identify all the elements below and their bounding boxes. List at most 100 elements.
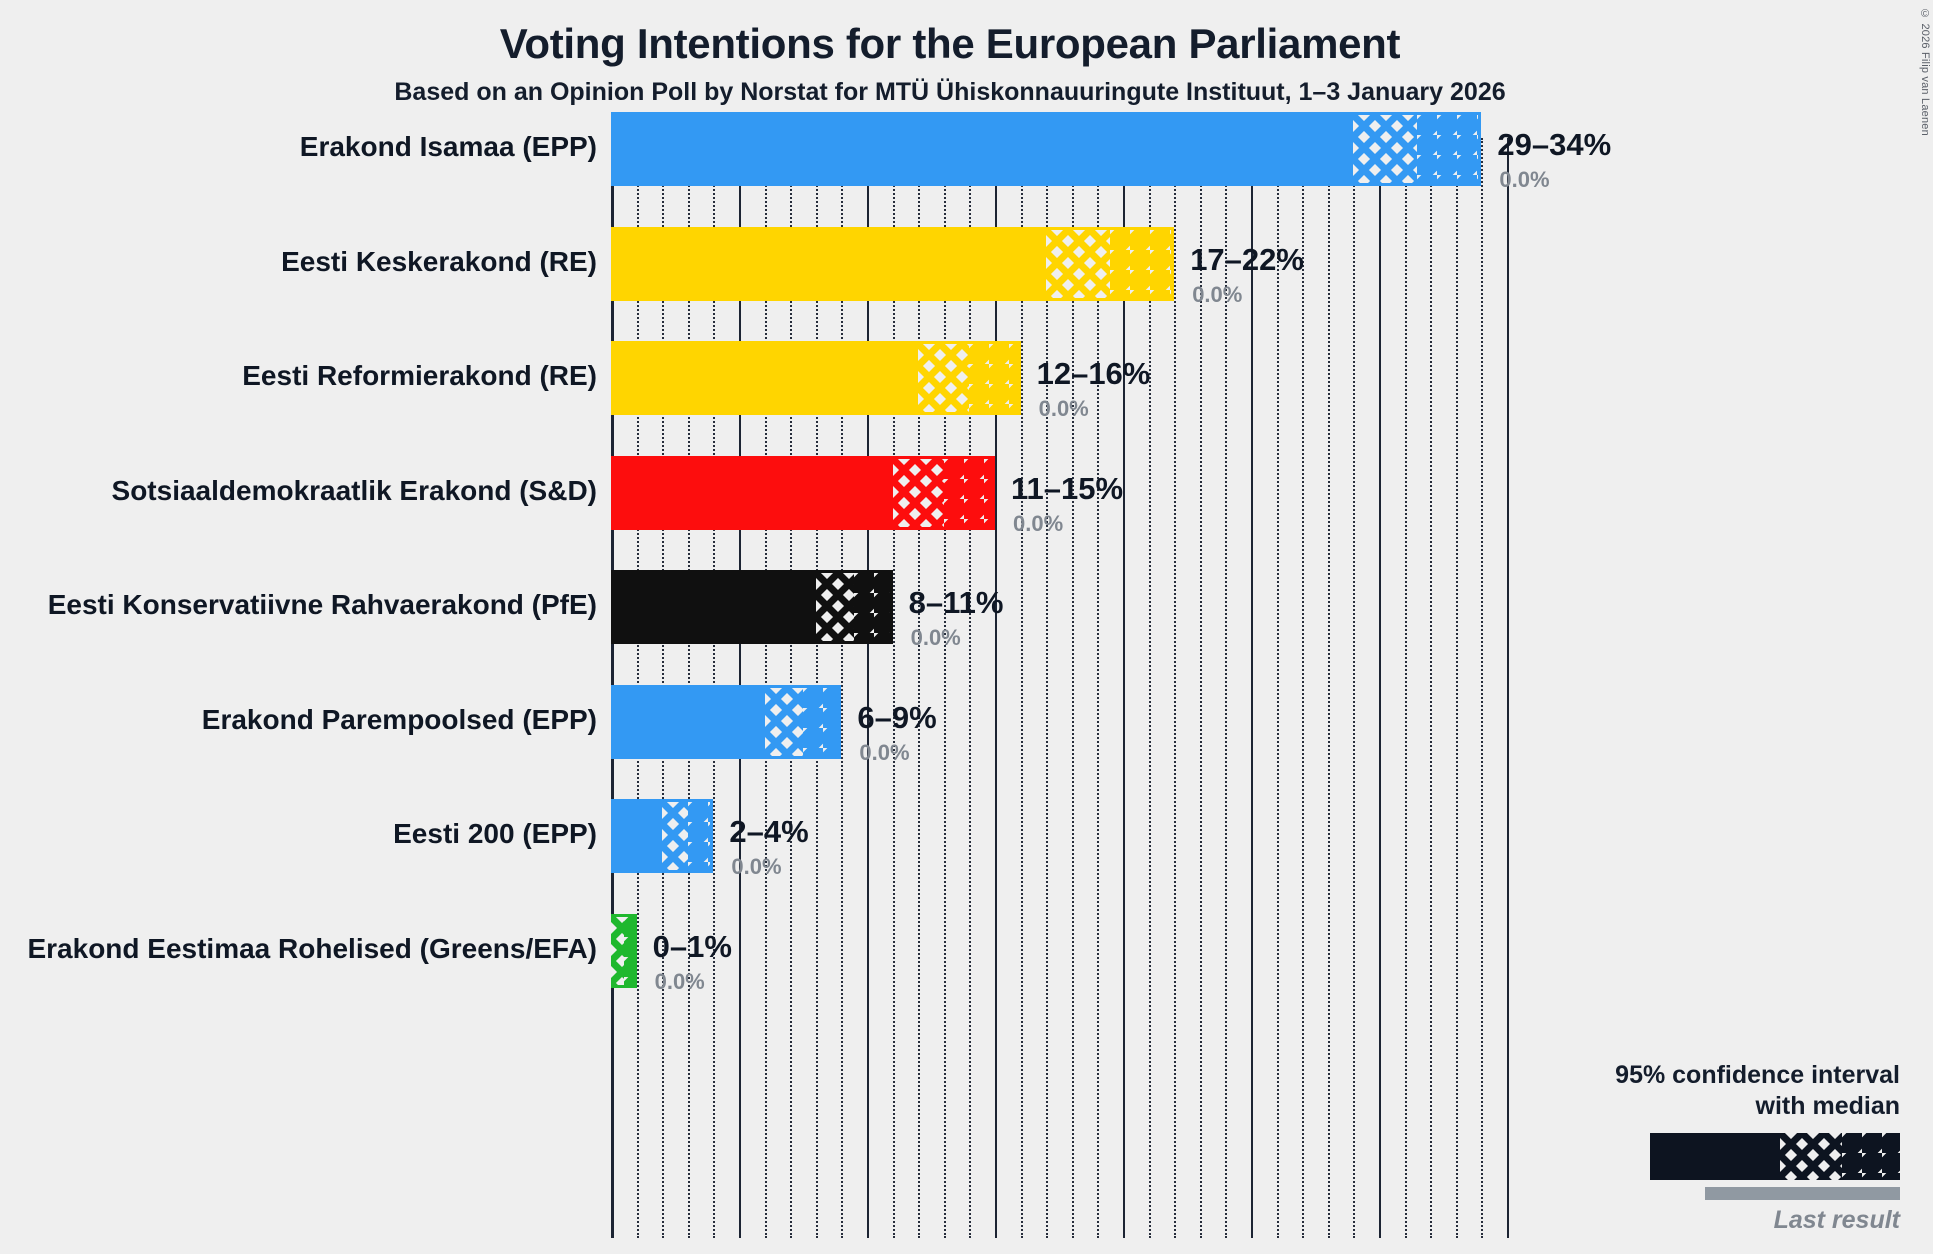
chart-bar[interactable] [611,684,842,759]
chart-bar-row: Eesti 200 (EPP) 2–4% 0.0% [0,799,1933,879]
bar-ci-upper-segment [687,799,714,873]
bar-solid-segment [611,341,919,415]
chart-bar[interactable] [611,455,995,530]
bar-last-result-label: 0.0% [910,625,961,650]
gridline-minor [1353,138,1356,1238]
legend-last-result-label: Last result [1773,1206,1900,1234]
bar-solid-segment [611,112,1354,186]
bar-category-label: Eesti Konservatiivne Rahvaerakond (PfE) [47,589,597,620]
bar-solid-segment [611,226,1047,301]
gridline-minor [1225,138,1228,1238]
bar-last-result-label: 0.0% [1499,167,1550,192]
bar-ci-upper-segment [943,455,995,530]
bar-ci-upper-segment [1417,112,1482,186]
bar-category-label: Eesti Keskerakond (RE) [281,245,597,277]
bar-last-result-label: 0.0% [859,739,910,765]
chart-bar[interactable] [611,226,1175,301]
bar-ci-lower-segment [1046,226,1111,301]
gridline-minor [1148,138,1151,1238]
bar-value-label: 11–15% [1011,470,1124,506]
bar-ci-lower-segment [1353,112,1418,186]
bar-solid-segment [611,455,893,530]
bar-ci-upper-segment [969,341,1021,415]
legend-title-line2: with median [1755,1091,1900,1120]
gridline-minor [1174,138,1177,1238]
bar-ci-upper-segment [1110,226,1175,301]
gridline-minor [943,138,946,1238]
bar-ci-upper-segment [854,570,893,644]
chart-bar[interactable] [611,112,1482,186]
bar-ci-lower-segment [815,570,855,644]
gridline-minor [1046,138,1049,1238]
gridline-minor [1020,138,1023,1238]
bar-ci-lower-segment [892,455,944,530]
gridline-major [995,138,997,1238]
bar-last-result-label: 0.0% [731,854,782,879]
legend-diagonal-segment [1842,1133,1900,1180]
chart-bar-row: Eesti Keskerakond (RE) 17–22% 0.0% [0,226,1933,307]
chart-bar-row: Eesti Konservatiivne Rahvaerakond (PfE) 8… [0,570,1933,650]
bar-value-label: 29–34% [1497,127,1612,162]
bar-ci-upper-segment [803,684,842,759]
chart-bar[interactable] [611,570,893,644]
bar-value-label: 17–22% [1190,241,1304,277]
gridline-minor [1404,138,1407,1238]
bar-value-label: 0–1% [652,928,732,964]
chart-bar[interactable] [611,799,714,873]
gridline-minor [918,138,921,1238]
gridline-major [1123,138,1125,1238]
gridline-minor [1276,138,1279,1238]
gridline-major [1251,138,1253,1238]
bar-solid-segment [611,570,816,644]
chart-bar[interactable] [611,341,1021,415]
bar-solid-segment [611,799,663,873]
gridline-minor [1302,138,1305,1238]
gridline-minor [1097,138,1100,1238]
legend-ci-swatch [1650,1133,1900,1180]
gridline-minor [1199,138,1202,1238]
gridline-minor [1430,138,1433,1238]
chart-bar-row: Erakond Eestimaa Rohelised (Greens/EFA) 0… [0,913,1933,994]
bar-category-label: Eesti Reformierakond (RE) [242,360,597,391]
bar-category-label: Sotsiaaldemokraatlik Erakond (S&D) [111,474,597,506]
gridline-minor [969,138,972,1238]
bar-last-result-label: 0.0% [1013,510,1064,536]
bar-last-result-label: 0.0% [654,968,705,994]
gridline-minor [892,138,895,1238]
bar-ci-lower-segment [611,913,624,988]
chart-legend: 95% confidence interval with median Last… [1580,1060,1900,1235]
bar-ci-upper-segment [623,913,637,988]
bar-category-label: Erakond Eestimaa Rohelised (Greens/EFA) [27,932,597,964]
page-title: Voting Intentions for the European Parli… [499,20,1401,67]
gridline-major [867,138,869,1238]
legend-last-result-swatch [1705,1187,1900,1200]
gridline-minor [841,138,844,1238]
bar-value-label: 2–4% [729,814,809,849]
bar-solid-segment [611,684,765,759]
gridline-minor [1455,138,1458,1238]
gridline-minor [1481,138,1484,1238]
copyright-notice: © 2026 Filip van Laenen [1919,8,1931,136]
bar-category-label: Eesti 200 (EPP) [393,818,597,849]
bar-ci-lower-segment [918,341,970,415]
bar-category-label: Erakond Parempoolsed (EPP) [201,703,597,735]
chart-bar[interactable] [611,913,637,988]
bar-value-label: 6–9% [857,699,937,735]
gridline-minor [1071,138,1074,1238]
bar-ci-lower-segment [662,799,688,873]
chart-bar-row: Erakond Parempoolsed (EPP) 6–9% 0.0% [0,684,1933,765]
gridline-major [1507,138,1509,1238]
bar-ci-lower-segment [764,684,803,759]
chart-bar-row: Sotsiaaldemokraatlik Erakond (S&D) 11–15%… [0,455,1933,536]
bar-last-result-label: 0.0% [1192,281,1243,307]
legend-crosshatch-segment [1780,1133,1842,1180]
bar-category-label: Erakond Isamaa (EPP) [299,131,597,162]
chart-bar-row: Erakond Isamaa (EPP) 29–34% 0.0% [0,112,1933,192]
gridline-major [1379,138,1381,1238]
legend-title-line1: 95% confidence interval [1615,1061,1900,1089]
chart-subtitle: Based on an Opinion Poll by Norstat for … [394,78,1506,106]
chart-bar-row: Eesti Reformierakond (RE) 12–16% 0.0% [0,341,1933,421]
gridline-minor [1327,138,1330,1238]
bar-value-label: 8–11% [908,585,1004,620]
